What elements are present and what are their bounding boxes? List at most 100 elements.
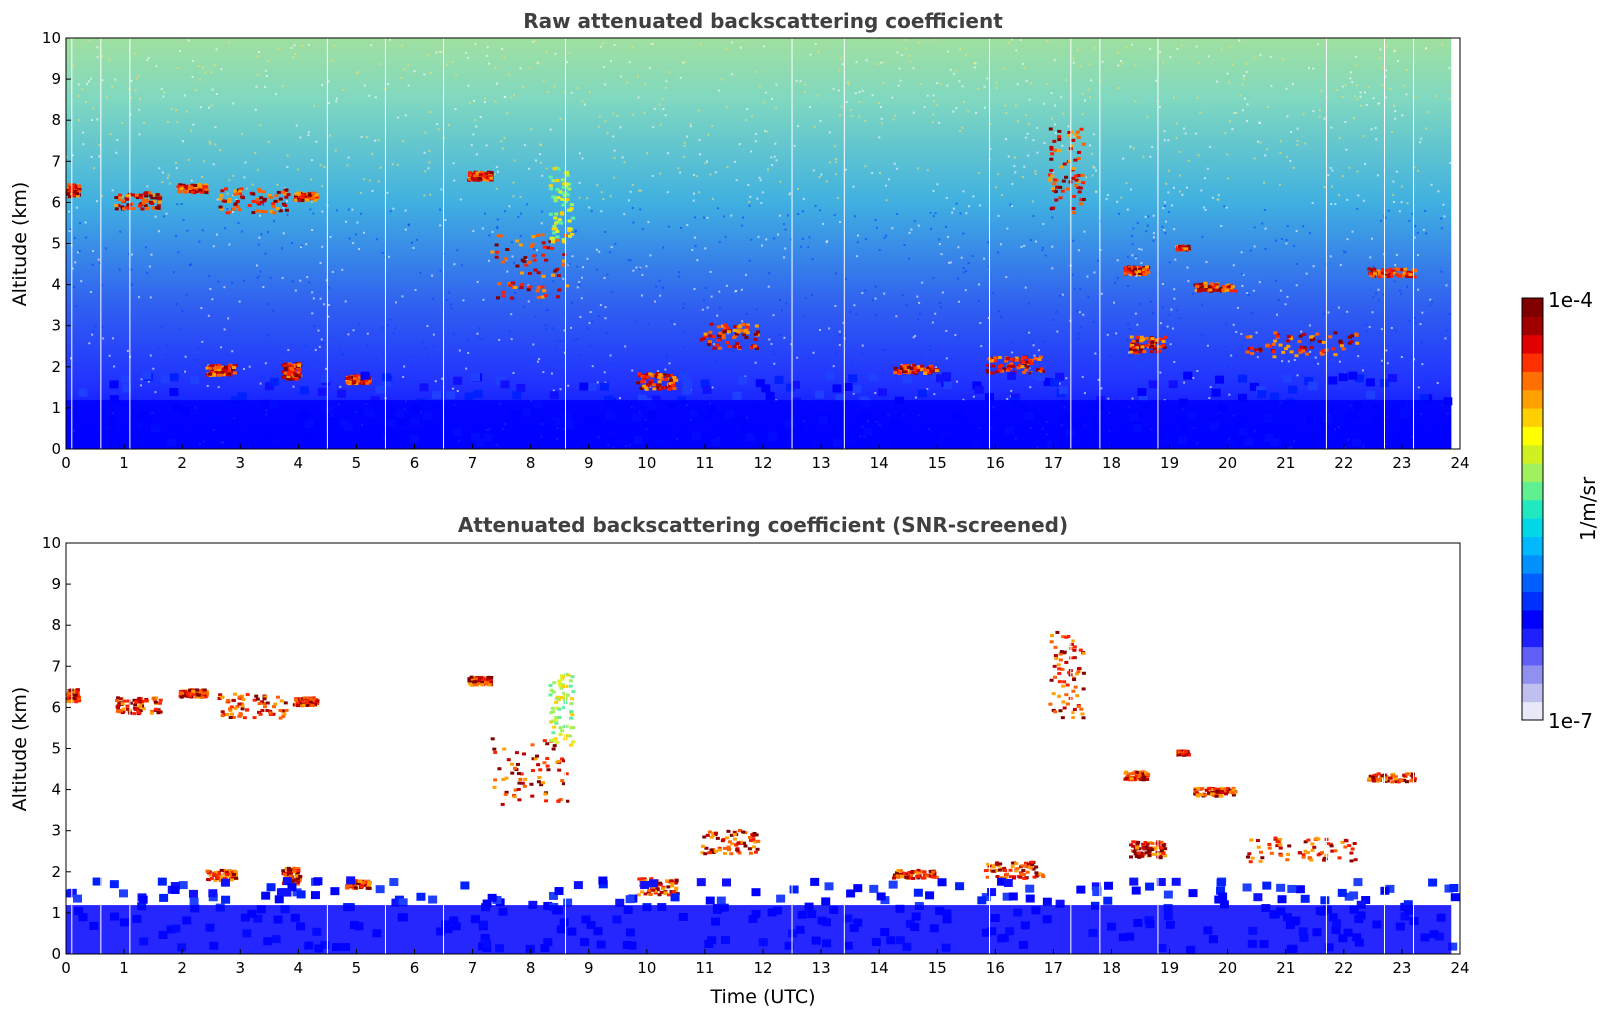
feature-cell <box>544 294 549 298</box>
feature-cell <box>556 799 561 803</box>
feature-cell <box>1197 287 1202 291</box>
speckle <box>1071 273 1074 276</box>
feature-cell <box>314 195 319 199</box>
speckle <box>1192 292 1195 295</box>
speckle <box>1021 176 1024 179</box>
feature-cell <box>699 338 704 342</box>
speckle <box>521 85 524 88</box>
speckle <box>80 280 83 283</box>
feature-cell <box>562 691 567 695</box>
speckle <box>519 196 522 199</box>
feature-cell <box>265 382 275 391</box>
speckle <box>190 179 193 182</box>
feature-cell <box>893 366 898 370</box>
speckle <box>454 108 457 111</box>
speckle <box>1331 169 1334 172</box>
feature-cell <box>290 880 295 884</box>
speckle <box>328 286 331 289</box>
speckle <box>1225 382 1228 385</box>
feature-cell <box>354 381 359 385</box>
speckle <box>426 54 429 57</box>
speckle <box>1394 110 1397 113</box>
feature-cell <box>271 202 276 206</box>
feature-cell <box>244 708 249 712</box>
speckle <box>1030 82 1033 85</box>
feature-cell <box>571 690 576 694</box>
speckle <box>300 246 303 249</box>
feature-cell <box>286 374 291 378</box>
speckle <box>1127 323 1130 326</box>
speckle <box>604 306 607 309</box>
feature-cell <box>142 199 147 203</box>
speckle <box>1330 185 1333 188</box>
speckle <box>1028 98 1031 101</box>
speckle <box>756 197 759 200</box>
speckle <box>317 329 320 332</box>
speckle <box>352 329 355 332</box>
feature-cell <box>1333 353 1338 357</box>
feature-cell <box>494 255 499 259</box>
speckle <box>1344 121 1347 124</box>
feature-cell <box>478 176 483 180</box>
feature-cell <box>142 371 152 380</box>
feature-cell <box>1405 272 1410 276</box>
speckle <box>945 225 948 228</box>
feature-cell <box>261 190 266 194</box>
speckle <box>1217 194 1220 197</box>
feature-cell <box>473 677 478 681</box>
speckle <box>352 242 355 245</box>
feature-cell <box>132 698 137 702</box>
speckle <box>1116 277 1119 280</box>
speckle <box>447 124 450 127</box>
speckle <box>1419 323 1422 326</box>
feature-cell <box>1028 359 1033 363</box>
feature-cell <box>1133 348 1138 352</box>
speckle <box>1354 64 1357 67</box>
speckle <box>670 319 673 322</box>
speckle <box>718 241 721 244</box>
speckle <box>1117 64 1120 67</box>
feature-cell <box>118 195 123 199</box>
feature-cell <box>467 173 472 177</box>
speckle <box>257 51 260 54</box>
speckle <box>1245 62 1248 65</box>
feature-cell <box>196 187 201 191</box>
feature-cell <box>664 374 669 378</box>
speckle <box>1425 47 1428 50</box>
feature-cell <box>359 885 364 889</box>
speckle <box>545 167 548 170</box>
speckle <box>1036 126 1039 129</box>
feature-cell <box>1037 357 1042 361</box>
feature-cell <box>516 771 521 775</box>
speckle <box>1330 356 1333 359</box>
feature-cell <box>568 716 573 720</box>
speckle <box>240 230 243 233</box>
speckle <box>210 104 213 107</box>
speckle <box>292 56 295 59</box>
speckle <box>973 66 976 69</box>
feature-cell <box>220 189 225 193</box>
speckle <box>161 171 164 174</box>
speckle <box>1183 381 1186 384</box>
feature-cell <box>510 281 515 285</box>
speckle <box>972 195 975 198</box>
speckle <box>273 220 276 223</box>
speckle <box>1241 83 1244 86</box>
feature-cell <box>489 680 494 684</box>
feature-cell <box>354 374 359 378</box>
speckle <box>1119 60 1122 63</box>
speckle <box>1073 287 1076 290</box>
speckle <box>311 291 314 294</box>
speckle <box>1019 38 1022 41</box>
speckle <box>986 77 989 80</box>
speckle <box>1025 79 1028 82</box>
speckle <box>77 119 80 122</box>
feature-cell <box>1049 145 1054 149</box>
feature-cell <box>227 364 232 368</box>
speckle <box>600 191 603 194</box>
feature-cell <box>296 704 301 708</box>
speckle <box>1007 155 1010 158</box>
feature-cell <box>560 178 565 182</box>
speckle <box>89 290 92 293</box>
feature-cell <box>501 777 506 781</box>
